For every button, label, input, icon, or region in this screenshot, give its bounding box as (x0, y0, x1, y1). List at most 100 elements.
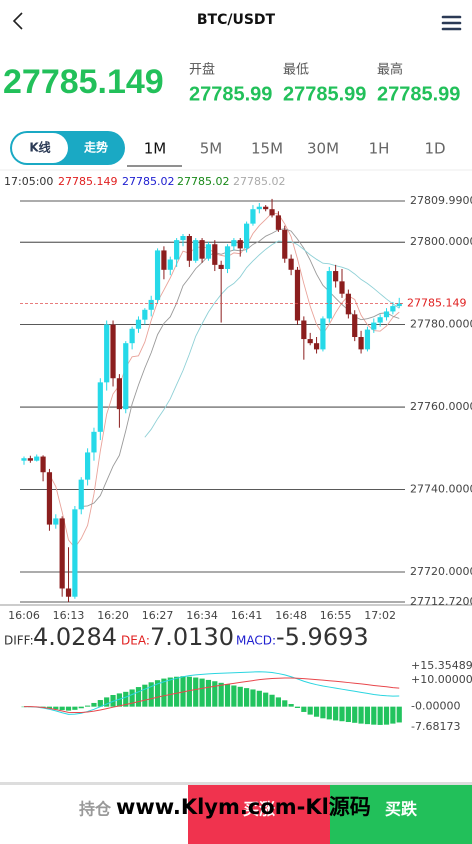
candle-body (27, 458, 33, 461)
macd-bar (186, 676, 192, 707)
candle-body (269, 209, 275, 216)
macd-bar (275, 697, 281, 707)
interval-tab[interactable]: 15M (251, 140, 283, 158)
info-value: 27785.02 (122, 175, 175, 188)
dea-value: 7.0130 (150, 623, 234, 651)
macd-bar (193, 677, 199, 707)
macd-bar (199, 678, 205, 707)
candle-body (218, 264, 224, 269)
x-tick-label: 16:27 (142, 609, 174, 622)
x-tick-label: 16:55 (320, 609, 352, 622)
macd-bar (129, 689, 135, 707)
mode-toggle-knob (12, 133, 68, 163)
hold-button[interactable] (0, 785, 188, 844)
candle-body (237, 240, 243, 249)
macd-bar (212, 681, 218, 707)
macd-bar (383, 706, 390, 725)
buy-down-button[interactable] (330, 785, 472, 844)
macd-bar (135, 687, 142, 707)
buy-down-label: 买跌 (385, 800, 418, 819)
macd-bar (154, 680, 161, 707)
macd-value: -5.9693 (276, 623, 369, 651)
candle-body (123, 343, 129, 410)
candle-body (224, 246, 231, 269)
candle-body (129, 328, 135, 344)
candle-body (91, 431, 97, 453)
candle-body (199, 240, 205, 259)
macd-bar (174, 676, 180, 707)
macd-tick-label: +15.35489 (411, 659, 472, 672)
macd-bar (371, 706, 377, 725)
buy-up-button[interactable] (188, 785, 330, 844)
macd-bar (59, 706, 65, 711)
info-time: 17:05:00 (4, 175, 53, 188)
candle-body (34, 456, 40, 461)
buy-up-label: 买涨 (243, 800, 275, 819)
candle-body (377, 317, 383, 323)
candle-body (231, 240, 237, 247)
candle-body (186, 236, 192, 261)
candle-body (85, 452, 91, 480)
y-tick-label: 27740.0000 (410, 483, 472, 496)
hold-label: 持仓 (79, 800, 112, 819)
macd-bar (244, 688, 250, 707)
macd-tick-label: +10.00000 (411, 673, 472, 686)
back-button[interactable] (12, 12, 23, 30)
macd-bar (231, 685, 237, 707)
interval-tab[interactable]: 5M (200, 140, 223, 158)
macd-bar (288, 704, 294, 707)
candle-body (358, 337, 364, 350)
macd-bar (85, 705, 91, 707)
macd-bar (352, 706, 358, 723)
interval-tab[interactable]: 1D (424, 140, 445, 158)
stat-label: 最高 (377, 62, 403, 78)
macd-tick-label: -7.68173 (411, 720, 460, 733)
macd-bar (339, 706, 345, 722)
candle-body (294, 269, 301, 321)
moving-average (81, 228, 400, 507)
stat-value: 27785.99 (283, 83, 366, 105)
mode-trend[interactable]: 走势 (84, 140, 108, 155)
x-tick-label: 16:34 (186, 609, 218, 622)
mode-kline[interactable]: K线 (29, 140, 50, 155)
menu-button[interactable] (441, 15, 462, 31)
candle-body (205, 244, 212, 259)
candle-body (301, 320, 307, 340)
candle-body (307, 339, 313, 344)
macd-bar (250, 689, 256, 707)
stat-label: 开盘 (189, 62, 215, 78)
y-tick-label: 27720.0000 (410, 565, 472, 578)
candle-body (212, 244, 218, 265)
macd-bar (269, 694, 275, 707)
macd-bar (263, 692, 269, 707)
macd-bar (110, 695, 116, 707)
interval-tab[interactable]: 1H (369, 140, 390, 158)
candle-body (174, 240, 180, 260)
dea-label: DEA: (121, 634, 150, 648)
x-tick-label: 16:13 (53, 609, 85, 622)
diff-label: DIFF: (4, 634, 34, 648)
candle-body (250, 209, 256, 224)
candle-body (345, 293, 351, 315)
macd-bar (301, 706, 307, 712)
macd-label: MACD: (236, 634, 276, 648)
candle-body (320, 318, 326, 350)
candle-body (333, 271, 339, 282)
candle-body (263, 206, 269, 210)
last-price-label: 27785.149 (407, 296, 467, 309)
interval-tab[interactable]: 30M (307, 140, 339, 158)
macd-bar (282, 700, 288, 707)
y-tick-label: 27760.0000 (410, 400, 472, 413)
candle-body (97, 382, 103, 432)
info-value: 27785.149 (58, 175, 118, 188)
candle-body (104, 324, 110, 383)
candle-body (396, 303, 402, 307)
candle-body (244, 223, 250, 249)
interval-tab[interactable]: 1M (144, 140, 167, 158)
macd-bar (294, 706, 301, 708)
macd-bar (72, 706, 78, 710)
stat-value: 27785.99 (377, 83, 460, 105)
macd-bar (320, 706, 326, 719)
macd-bar (377, 706, 383, 725)
